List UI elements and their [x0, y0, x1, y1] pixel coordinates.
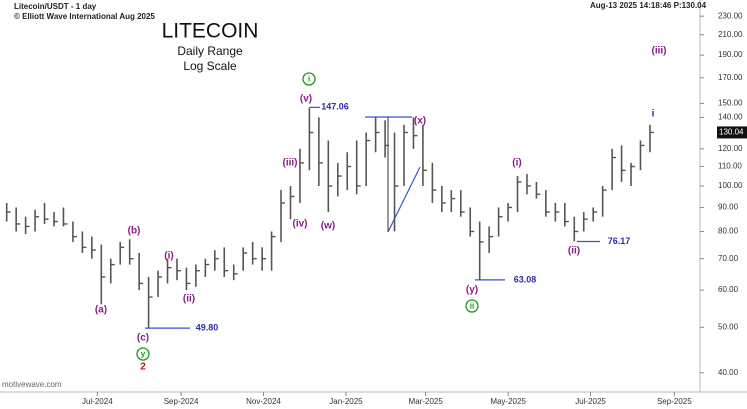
- wave-label: i: [652, 109, 655, 120]
- y-tick-label: 60.00: [718, 285, 739, 294]
- status: Aug-13 2025 14:18:46 P:130.04: [590, 1, 707, 10]
- wave-circle: [136, 347, 150, 361]
- channel-lines: [365, 116, 421, 233]
- last-price-box: [717, 126, 747, 139]
- x-tick-label: Jul-2024: [82, 397, 113, 406]
- y-tick-label: 150.00: [718, 98, 743, 107]
- y-tick-label: 90.00: [718, 203, 739, 212]
- wave-label: (x): [414, 116, 426, 127]
- wave-label: (i): [512, 158, 521, 169]
- wave-label: (iii): [652, 46, 667, 57]
- copyright: © Elliott Wave International Aug 2025: [14, 12, 155, 21]
- wave-label: 2: [140, 362, 146, 373]
- watermark: motivewave.com: [2, 380, 62, 389]
- y-tick-label: 170.00: [718, 73, 743, 82]
- wave-label: (b): [128, 226, 141, 237]
- x-tick-label: Jul-2025: [575, 397, 606, 406]
- y-tick-label: 80.00: [718, 227, 739, 236]
- wave-label: (i): [164, 251, 173, 262]
- wave-label: (c): [137, 333, 149, 344]
- wave-label: (y): [466, 285, 478, 296]
- y-tick-label: 70.00: [718, 254, 739, 263]
- price-mark-label: 147.06: [321, 102, 349, 112]
- y-tick-label: 50.00: [718, 322, 739, 331]
- y-tick-label: 40.00: [718, 368, 739, 377]
- y-tick-label: 140.00: [718, 112, 743, 121]
- wave-label: (ii): [568, 246, 580, 257]
- chart-title: LITECOIN: [162, 20, 259, 43]
- y-tick-label: 210.00: [718, 30, 743, 39]
- y-tick-label: 230.00: [718, 11, 743, 20]
- wave-label: (v): [300, 94, 312, 105]
- header: Litecoin/USDT - 1 day: [14, 2, 97, 11]
- wave-label: (iv): [293, 219, 308, 230]
- price-mark-label: 76.17: [608, 236, 631, 246]
- price-mark-label: 63.08: [514, 274, 537, 284]
- subtitle: Log Scale: [183, 59, 237, 73]
- wave-label: (w): [321, 221, 335, 232]
- wave-label: i: [308, 75, 310, 84]
- wave-circle: [302, 72, 316, 86]
- wave-label: (ii): [183, 294, 195, 305]
- x-tick-label: Sep-2025: [657, 397, 692, 406]
- y-tick-label: 110.00: [718, 162, 742, 171]
- wave-label: (iii): [283, 158, 298, 169]
- x-tick-label: May-2025: [490, 397, 526, 406]
- subtitle: Daily Range: [177, 44, 243, 58]
- wave-label: ii: [470, 302, 474, 311]
- wave-label: y: [141, 350, 146, 359]
- x-tick-label: Mar-2025: [409, 397, 444, 406]
- y-tick-label: 100.00: [718, 181, 743, 190]
- x-tick-label: Sep-2024: [164, 397, 199, 406]
- wave-label: (a): [95, 305, 107, 316]
- wave-circle: [465, 299, 479, 313]
- price-mark-label: 49.80: [196, 322, 219, 332]
- y-tick-label: 190.00: [718, 50, 743, 59]
- x-tick-label: Nov-2024: [246, 397, 281, 406]
- x-tick-label: Jan-2025: [329, 397, 363, 406]
- y-tick-label: 120.00: [718, 144, 743, 153]
- last-price-label: 130.04: [719, 128, 744, 137]
